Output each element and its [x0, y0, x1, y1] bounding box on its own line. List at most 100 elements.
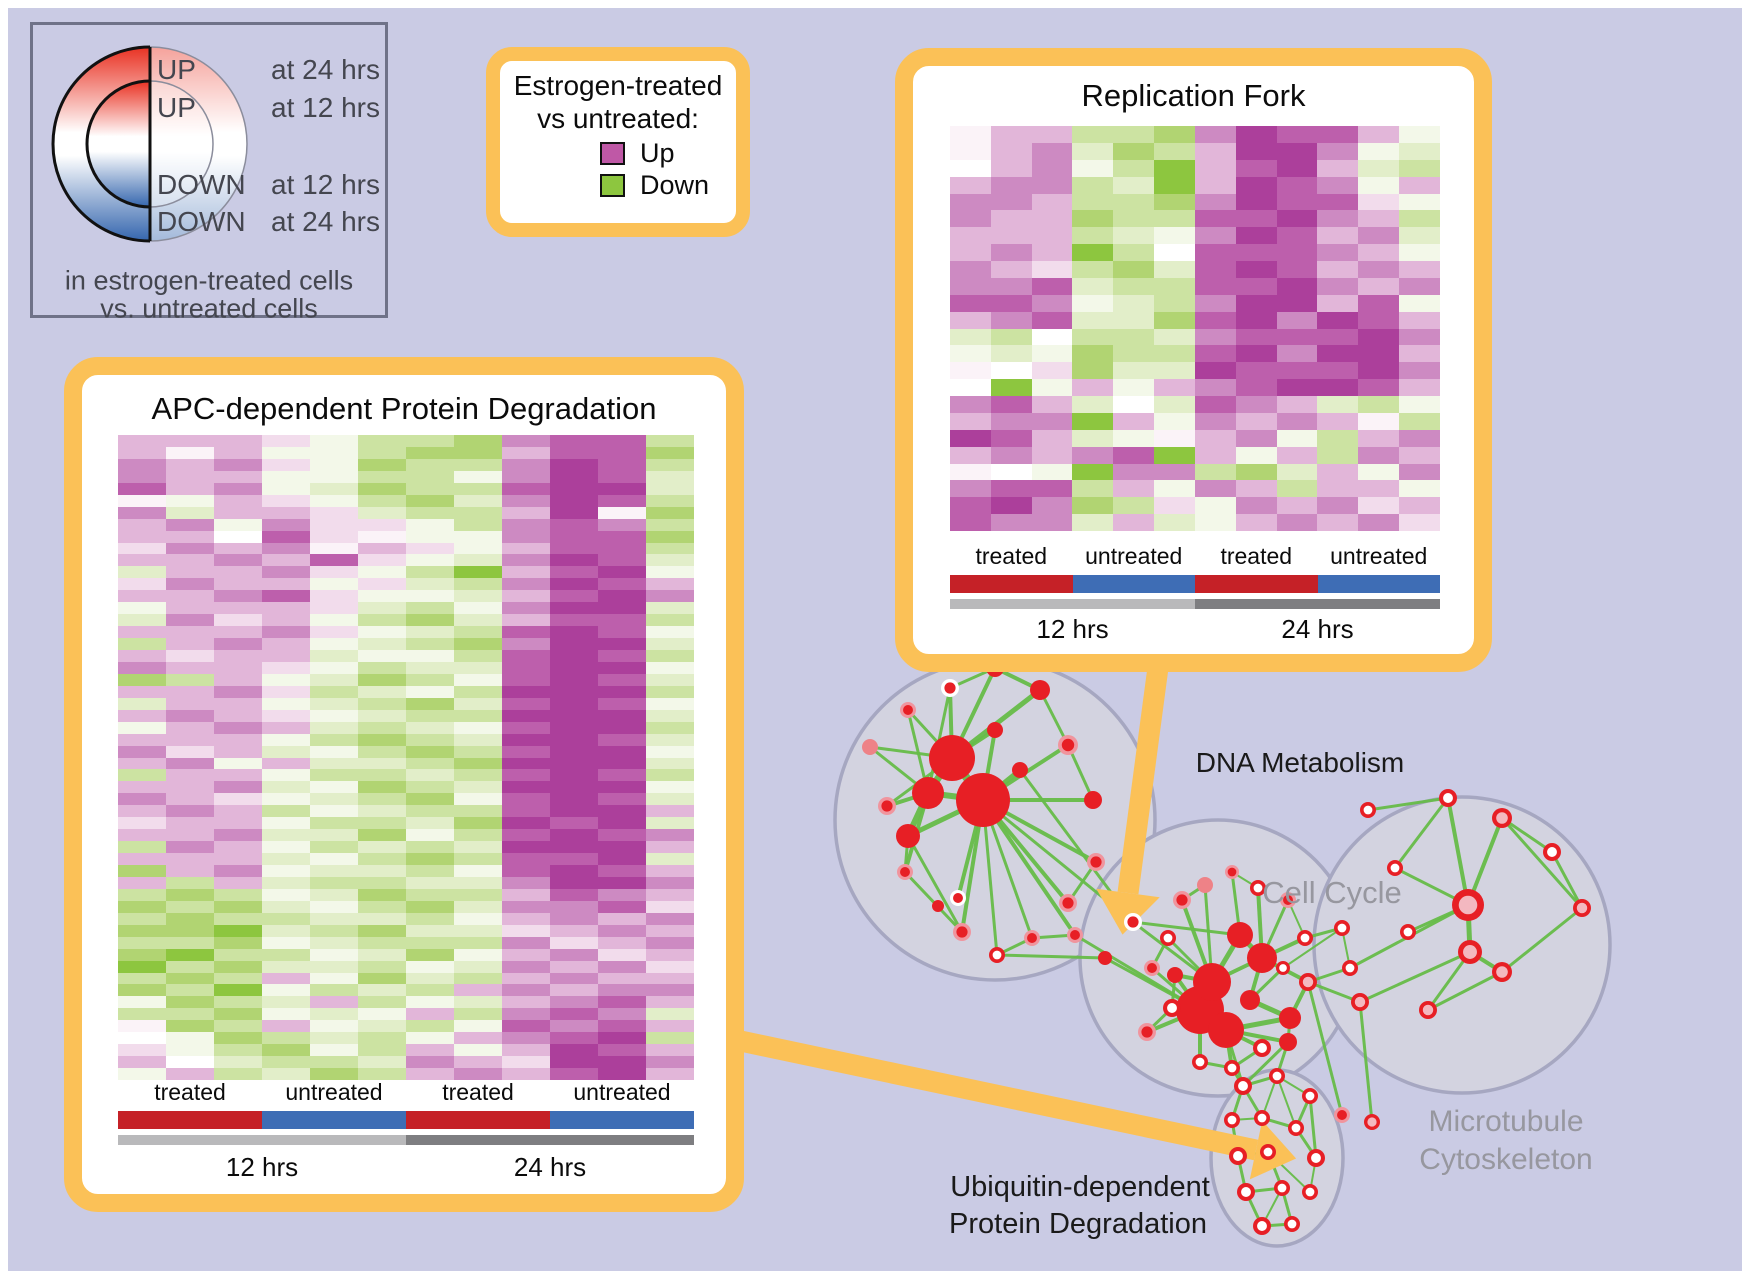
heatmap-cell	[646, 542, 694, 555]
heatmap-cell	[214, 542, 262, 555]
heatmap-cell	[1072, 311, 1114, 329]
heatmap-cell	[1399, 514, 1440, 531]
heatmap-cell	[406, 900, 454, 913]
heatmap-cell	[118, 709, 166, 722]
network-node-core	[1291, 1123, 1301, 1133]
network-node[interactable]	[929, 735, 975, 781]
heatmap-cell	[990, 227, 1032, 245]
network-edge	[1307, 980, 1361, 1004]
heatmap-cell	[358, 805, 406, 818]
heatmap-cell	[502, 709, 550, 722]
heatmap-cell	[214, 458, 262, 471]
network-node[interactable]	[862, 739, 878, 755]
network-node[interactable]	[1279, 1007, 1301, 1029]
heatmap-cell	[166, 661, 214, 674]
heatmap-cell	[166, 614, 214, 627]
heatmap-cell	[166, 984, 214, 997]
network-node[interactable]	[932, 900, 944, 912]
network-node[interactable]	[987, 722, 1003, 738]
heatmap-cell	[454, 458, 502, 471]
heatmap-cell	[1072, 328, 1114, 346]
network-node[interactable]	[1193, 963, 1231, 1001]
network-node[interactable]	[1208, 1012, 1244, 1048]
heatmap-cell	[1399, 412, 1440, 430]
cluster-label: Cell Cycle	[1262, 875, 1402, 910]
network-node[interactable]	[896, 824, 920, 848]
heatmap-cell	[118, 888, 166, 901]
heatmap-cell	[118, 554, 166, 567]
network-edge	[1306, 981, 1344, 1116]
heatmap-cell	[262, 733, 310, 746]
heatmap-cell	[454, 530, 502, 543]
heatmap-cell	[550, 566, 598, 579]
heatmap-cell	[166, 793, 214, 806]
apc-panel-title: APC-dependent Protein Degradation	[151, 391, 657, 426]
network-node-core	[1305, 1091, 1315, 1101]
heatmap-cell	[310, 542, 358, 555]
heatmap-cell	[1276, 514, 1318, 531]
heatmap-cell	[598, 745, 646, 758]
heatmap-cell	[358, 1032, 406, 1045]
heatmap-cell	[1113, 514, 1155, 531]
heatmap-cell	[598, 458, 646, 471]
heatmap-cell	[214, 1056, 262, 1069]
network-edge	[1501, 816, 1553, 854]
legend-item-down: Down	[600, 171, 736, 199]
network-node[interactable]	[1030, 680, 1050, 700]
network-edge	[1038, 689, 1070, 746]
heatmap-cell	[1317, 227, 1359, 245]
heatmap-cell	[454, 757, 502, 770]
heatmap-cell	[1399, 142, 1440, 160]
network-edge	[1427, 970, 1503, 1012]
heatmap-cell	[118, 721, 166, 734]
heatmap-cell	[646, 554, 694, 567]
network-node[interactable]	[1247, 943, 1277, 973]
heatmap-cell	[118, 972, 166, 985]
heatmap-cell	[262, 518, 310, 531]
heatmap-cell	[1276, 328, 1318, 346]
heatmap-cell	[454, 781, 502, 794]
heatmap-cell	[646, 876, 694, 889]
heatmap-cell	[406, 829, 454, 842]
heatmap-cell	[454, 685, 502, 698]
heatmap-cell	[990, 261, 1032, 278]
heatmap-cell	[214, 494, 262, 507]
network-node[interactable]	[1167, 967, 1183, 983]
heatmap-cell	[550, 757, 598, 770]
network-node[interactable]	[1012, 762, 1028, 778]
heatmap-cell	[598, 996, 646, 1009]
network-node[interactable]	[1098, 951, 1112, 965]
heatmap-cell	[1235, 429, 1277, 447]
heatmap-cell	[118, 781, 166, 794]
heatmap-cell	[502, 853, 550, 865]
network-node[interactable]	[912, 777, 944, 809]
network-node[interactable]	[1084, 791, 1102, 809]
heatmap-cell	[118, 518, 166, 531]
heatmap-cell	[1194, 277, 1236, 295]
heatmap-cell	[1194, 412, 1236, 430]
network-node[interactable]	[1240, 990, 1260, 1010]
heatmap-cell	[1235, 497, 1277, 515]
heatmap-cell	[214, 757, 262, 770]
network-node[interactable]	[1227, 922, 1253, 948]
heatmap-cell	[1358, 412, 1400, 430]
network-node[interactable]	[1197, 877, 1213, 893]
heatmap-cell	[1317, 142, 1359, 160]
annotation-arrow-head-1	[1096, 888, 1160, 935]
heatmap-cell	[310, 829, 358, 842]
rf-treatment-bar	[950, 575, 1440, 593]
network-node[interactable]	[956, 773, 1010, 827]
heatmap-cell	[118, 1020, 166, 1033]
network-node[interactable]	[1279, 1033, 1297, 1051]
heatmap-cell	[598, 1056, 646, 1069]
heatmap-cell	[166, 1068, 214, 1080]
heatmap-cell	[1072, 379, 1114, 396]
heatmap-cell	[166, 757, 214, 770]
network-edge	[1500, 817, 1584, 909]
heatmap-cell	[950, 244, 991, 261]
heatmap-cell	[502, 530, 550, 543]
heatmap-cell	[454, 506, 502, 519]
heatmap-cell	[646, 614, 694, 627]
heatmap-cell	[1194, 227, 1236, 245]
heatmap-cell	[1113, 396, 1155, 413]
